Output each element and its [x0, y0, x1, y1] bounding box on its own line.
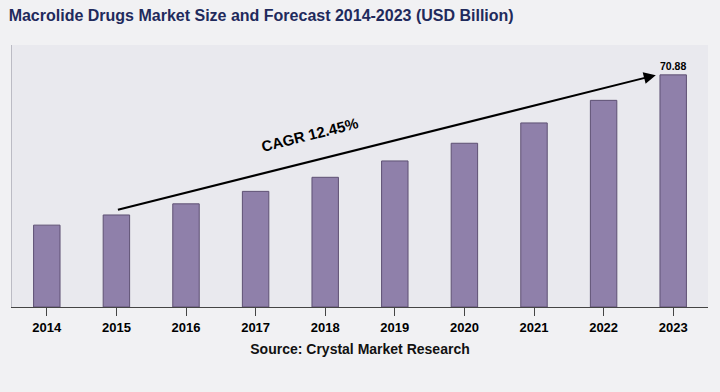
svg-text:2022: 2022 [589, 320, 618, 335]
svg-text:2015: 2015 [102, 320, 131, 335]
svg-text:2016: 2016 [172, 320, 201, 335]
svg-text:2019: 2019 [380, 320, 409, 335]
svg-text:Macrolide Drugs Market Size an: Macrolide Drugs Market Size and Forecast… [9, 7, 514, 24]
svg-text:2014: 2014 [32, 320, 62, 335]
svg-text:2023: 2023 [659, 320, 688, 335]
svg-text:2018: 2018 [311, 320, 340, 335]
svg-text:2020: 2020 [450, 320, 479, 335]
svg-text:70.88: 70.88 [660, 60, 686, 72]
svg-text:2017: 2017 [241, 320, 270, 335]
svg-text:CAGR 12.45%: CAGR 12.45% [260, 114, 360, 154]
svg-text:2021: 2021 [520, 320, 549, 335]
svg-text:Source: Crystal Market Researc: Source: Crystal Market Research [250, 341, 469, 357]
